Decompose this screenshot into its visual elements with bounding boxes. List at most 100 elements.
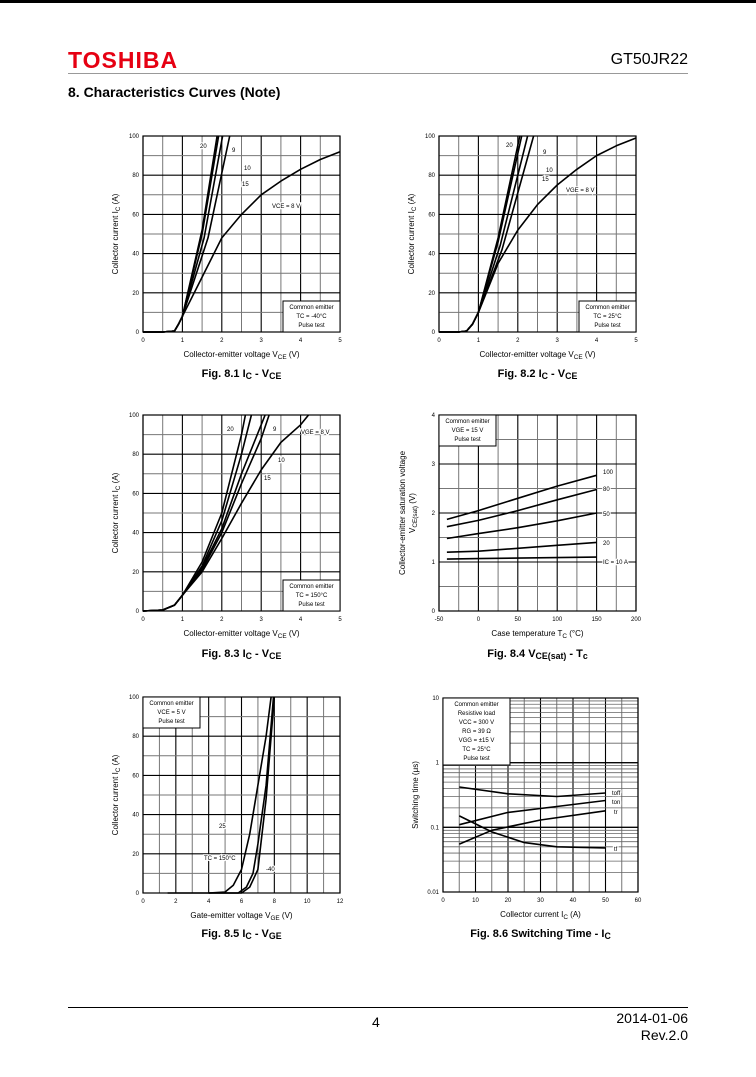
chart-fig86: 0 10 20 30 40 50 60 0.01 0.1 1 10 Collector current… [411, 696, 642, 941]
info-box [282, 300, 341, 333]
footer-divider [68, 1007, 688, 1008]
subscript: CE(sat) [536, 651, 567, 661]
info-box-line: Pulse test [298, 602, 325, 608]
top-border [0, 0, 756, 3]
y-tick-label: 80 [132, 452, 139, 458]
x-tick-label: 30 [537, 898, 544, 904]
text-part: (V) [408, 493, 417, 506]
series-label: 15 [242, 182, 249, 188]
x-axis-label: Collector current IC (A) [500, 910, 581, 921]
info-box-line: Common emitter [454, 702, 498, 708]
series-label: tr [614, 810, 618, 816]
text-part: (A) [568, 910, 581, 919]
text-part: Collector current I [111, 490, 120, 553]
info-box [142, 696, 201, 729]
text-part: Fig. 8.2 I [498, 368, 542, 380]
y-tick-label: 10 [432, 696, 439, 702]
subscript: CE [269, 371, 281, 381]
series-label: 20 [200, 144, 207, 150]
subscript: c [583, 651, 588, 661]
x-tick-label: 3 [556, 338, 560, 344]
y-tick-label: 60 [132, 773, 139, 779]
x-tick-label: 10 [304, 899, 311, 905]
x-tick-label: 10 [472, 898, 479, 904]
text-part: (A) [111, 472, 120, 485]
text-part: Collector-emitter voltage V [183, 350, 278, 359]
y-tick-label: 100 [129, 134, 140, 140]
series-line-1 [446, 488, 597, 528]
text-part: Collector current I [111, 772, 120, 835]
info-box-line: Common emitter [445, 419, 489, 425]
x-tick-label: 0 [141, 617, 145, 623]
info-box-line: TC = -40°C [296, 314, 327, 320]
subscript: C [563, 914, 568, 921]
info-box-line: Pulse test [298, 323, 325, 329]
info-box-line: TC = 25°C [593, 314, 622, 320]
text-part: (V) [583, 350, 596, 359]
info-box-line: TC = 150°C [296, 593, 328, 599]
x-tick-label: 50 [514, 617, 521, 623]
y-axis-label: Collector current IC (A) [111, 754, 122, 835]
y-tick-label: 4 [432, 413, 436, 419]
subscript: C [604, 931, 611, 941]
info-box-line: RG = 39 Ω [462, 729, 491, 735]
y-tick-label: 80 [132, 173, 139, 179]
x-tick-label: 1 [181, 338, 185, 344]
y-tick-label: 20 [428, 291, 435, 297]
text-part: Collector current I [500, 910, 563, 919]
x-tick-label: 1 [477, 338, 481, 344]
plot-frame [438, 414, 637, 612]
series-line-3 [458, 815, 606, 849]
y-tick-label: 1 [432, 560, 436, 566]
series-line-3 [446, 541, 597, 553]
info-box-line: VCC = 300 V [459, 720, 494, 726]
plot-frame [442, 697, 639, 893]
part-number: GT50JR22 [610, 51, 688, 68]
x-tick-label: 3 [260, 617, 264, 623]
series-label: ton [612, 800, 620, 806]
document-revision: Rev.2.0 [640, 1027, 688, 1043]
x-axis-label: Case temperature TC (°C) [491, 629, 583, 640]
x-tick-label: 2 [516, 338, 520, 344]
subscript: C [115, 485, 122, 490]
subscript: C [411, 206, 418, 211]
y-tick-label: 60 [132, 212, 139, 218]
x-tick-label: 6 [240, 899, 244, 905]
x-tick-label: 0 [477, 617, 481, 623]
figure-caption: Fig. 8.5 IC - VGE [201, 928, 281, 941]
subscript: CE [278, 633, 287, 640]
series-line-2 [458, 810, 606, 845]
subscript: C [115, 206, 122, 211]
series-line-0 [446, 474, 597, 521]
y-tick-label: 0 [432, 609, 436, 615]
y-tick-label: 0.01 [427, 890, 439, 896]
series-label: VCE = 8 V [272, 204, 300, 210]
y-tick-label: 0 [432, 330, 436, 336]
series-line-4 [143, 150, 341, 333]
x-tick-label: 0 [141, 899, 145, 905]
series-line-2 [446, 512, 597, 540]
subscript: C [246, 371, 253, 381]
text-part: - V [252, 648, 270, 660]
series-label: 25 [219, 824, 226, 830]
x-tick-label: 0 [437, 338, 441, 344]
x-tick-label: 200 [631, 617, 642, 623]
x-tick-label: 2 [174, 899, 178, 905]
text-part: (A) [111, 754, 120, 767]
subscript: C [562, 633, 567, 640]
y-tick-label: 2 [432, 511, 436, 517]
y-tick-label: 40 [132, 531, 139, 537]
text-part: Collector-emitter voltage V [183, 629, 278, 638]
figure-caption: Fig. 8.4 VCE(sat) - Tc [487, 648, 588, 661]
y-tick-label: 80 [132, 734, 139, 740]
subscript: C [542, 371, 549, 381]
figure-caption: Fig. 8.3 IC - VCE [202, 648, 282, 661]
chart-fig81: 0 1 2 3 4 5 0 20 40 60 80 100 Collector-emitter volt… [111, 134, 342, 381]
info-box-line: Pulse test [158, 719, 185, 725]
series-label: 10 [546, 168, 553, 174]
series-label: 80 [603, 487, 610, 493]
x-tick-label: 3 [260, 338, 264, 344]
x-tick-label: 4 [595, 338, 599, 344]
subscript: CE [269, 651, 281, 661]
plot-frame [142, 414, 341, 612]
